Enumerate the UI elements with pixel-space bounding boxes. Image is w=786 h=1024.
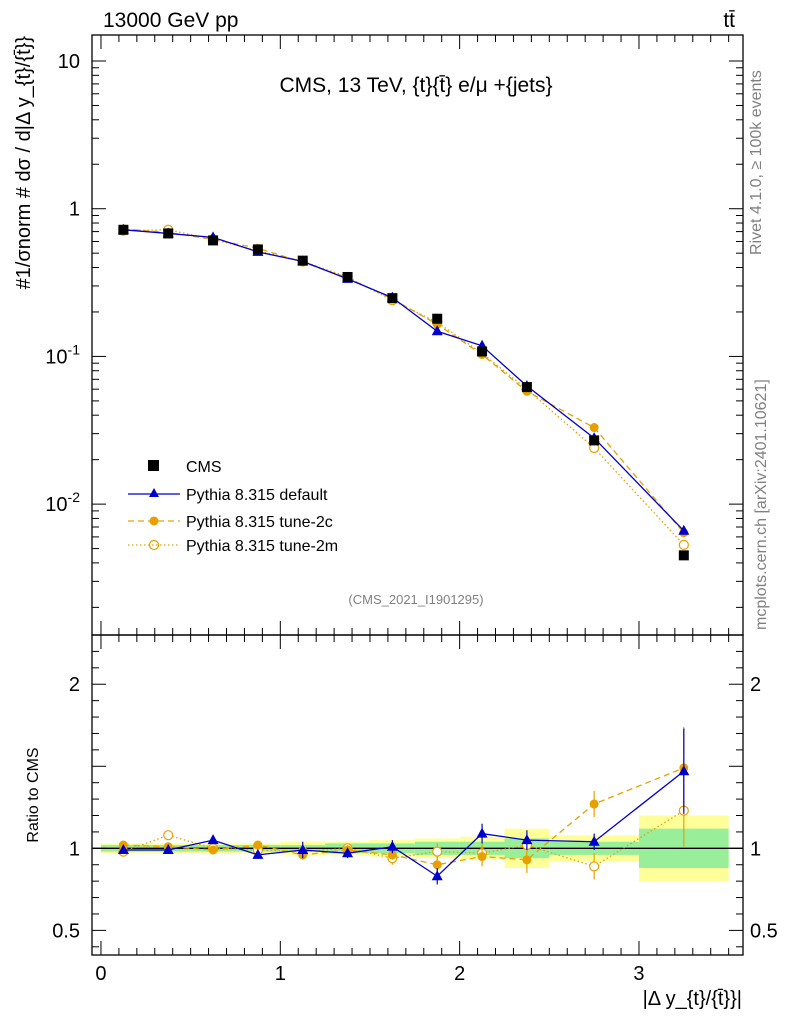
x-tick-label: 2 xyxy=(454,963,465,985)
y-axis-title: #1/σnorm # dσ / d|Δ y_{t}/{t̄}} xyxy=(13,36,35,290)
legend-square-marker xyxy=(148,460,159,471)
process-label: tt̄ xyxy=(723,9,735,32)
ratio-plot-frame xyxy=(91,634,744,956)
open-circle-marker xyxy=(432,846,443,857)
triangle-marker xyxy=(297,843,309,854)
series-line xyxy=(123,229,685,532)
circle-marker xyxy=(432,860,442,870)
legend-item-default: Pythia 8.315 default xyxy=(128,487,328,504)
x-tick-label: 3 xyxy=(633,963,644,985)
data-point xyxy=(118,224,129,235)
ratio-tick-label: 0.5 xyxy=(52,920,80,942)
triangle-marker xyxy=(386,840,398,851)
circle-marker xyxy=(208,845,218,855)
ratio-tick-label: 1 xyxy=(69,838,80,860)
y-tick-label: 1 xyxy=(69,199,80,221)
data-point xyxy=(678,550,689,561)
circle-marker xyxy=(253,840,263,850)
triangle-marker xyxy=(252,848,264,859)
data-point xyxy=(521,382,532,393)
data-point xyxy=(477,346,488,357)
legend-item-tune-2m: Pythia 8.315 tune-2m xyxy=(128,538,338,555)
series-pythia-8-315-default xyxy=(117,223,690,885)
legend-label-tune-2c: Pythia 8.315 tune-2c xyxy=(186,514,333,531)
open-circle-marker xyxy=(589,861,600,872)
legend-open-circle-marker xyxy=(148,539,160,551)
triangle-marker xyxy=(521,834,533,845)
triangle-marker xyxy=(431,870,443,881)
triangle-marker xyxy=(342,847,354,858)
ratio-y-ticks xyxy=(92,650,743,948)
analysis-id: (CMS_2021_I1901295) xyxy=(348,592,483,607)
legend-label-cms: CMS xyxy=(186,459,222,476)
ratio-line xyxy=(123,810,685,868)
circle-marker xyxy=(522,855,532,865)
x-tick-label: 0 xyxy=(95,963,106,985)
open-circle-marker xyxy=(163,830,174,841)
beam-label: 13000 GeV pp xyxy=(103,9,238,32)
y-axis-ticks xyxy=(92,60,743,608)
data-point xyxy=(252,244,263,255)
triangle-marker xyxy=(431,325,443,336)
triangle-marker xyxy=(207,834,219,845)
x-axis-title: |Δ y_{t}/{t̄}}| xyxy=(643,988,742,1010)
legend-item-tune-2c: Pythia 8.315 tune-2c xyxy=(128,514,333,531)
legend-label-tune-2m: Pythia 8.315 tune-2m xyxy=(186,538,338,555)
ratio-line xyxy=(123,767,685,866)
legend-label-default: Pythia 8.315 default xyxy=(186,487,328,504)
circle-marker xyxy=(477,852,487,862)
x-tick-label: 1 xyxy=(275,963,286,985)
legend-circle-marker xyxy=(149,516,159,526)
triangle-marker xyxy=(476,827,488,838)
x-axis-ticks xyxy=(100,35,730,955)
data-point xyxy=(432,313,443,324)
data-point xyxy=(589,435,600,446)
circle-marker xyxy=(589,423,599,433)
source-label: mcplots.cern.ch [arXiv:2401.10621] xyxy=(753,379,770,630)
ratio-axis-title: Ratio to CMS xyxy=(25,747,42,842)
triangle-marker xyxy=(117,843,129,854)
triangle-marker xyxy=(678,765,690,776)
legend: CMS Pythia 8.315 default Pythia 8.315 tu… xyxy=(128,459,338,555)
ratio-tick-label: 2 xyxy=(69,674,80,696)
ratio-tick-label-right: 2 xyxy=(750,674,761,696)
rivet-label: Rivet 4.1.0, ≥ 100k events xyxy=(748,70,765,255)
data-point xyxy=(163,228,174,239)
data-point xyxy=(208,235,219,246)
ratio-tick-label-right: 1 xyxy=(750,838,761,860)
triangle-marker xyxy=(588,835,600,846)
circle-marker xyxy=(589,799,599,809)
legend-item-cms: CMS xyxy=(148,459,222,476)
open-circle-marker xyxy=(678,539,689,550)
triangle-marker xyxy=(162,843,174,854)
plot-title: CMS, 13 TeV, {t}{t̄} e/μ +{jets} xyxy=(279,74,552,97)
y-tick-label: 10-1 xyxy=(45,341,80,368)
legend-triangle-marker xyxy=(149,488,159,497)
y-tick-label: 10-2 xyxy=(45,489,80,516)
series-cms-data xyxy=(118,224,689,561)
data-point xyxy=(297,255,308,266)
triangle-marker xyxy=(678,524,690,535)
circle-marker xyxy=(387,850,397,860)
data-point xyxy=(342,271,353,282)
y-tick-label: 10 xyxy=(58,51,80,73)
ratio-line xyxy=(123,770,685,878)
data-point xyxy=(387,293,398,304)
ratio-tick-label-right: 0.5 xyxy=(750,920,778,942)
